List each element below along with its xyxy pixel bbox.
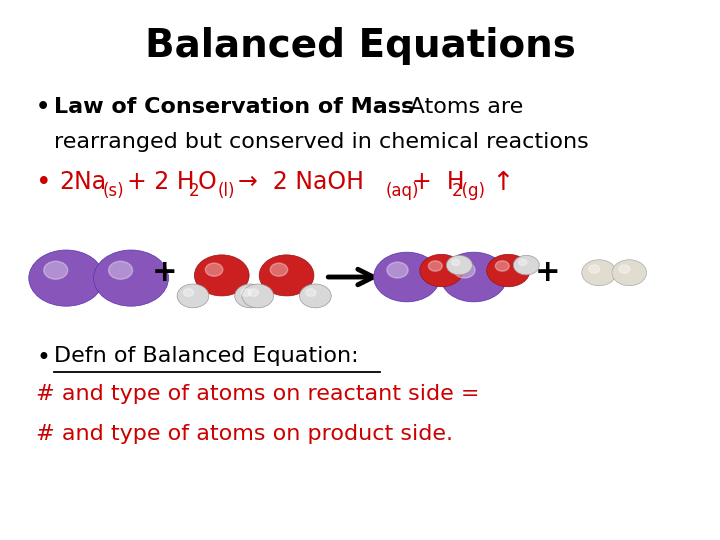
Text: (l): (l) [217, 182, 235, 200]
Text: •: • [36, 346, 50, 369]
Circle shape [387, 262, 408, 278]
Circle shape [194, 255, 249, 296]
Text: 2Na: 2Na [59, 170, 106, 194]
Circle shape [495, 261, 509, 271]
Circle shape [518, 259, 527, 266]
Circle shape [300, 284, 331, 308]
Circle shape [487, 254, 530, 287]
Circle shape [184, 289, 194, 296]
Circle shape [451, 259, 460, 266]
Text: (s): (s) [103, 182, 125, 200]
Circle shape [242, 284, 274, 308]
Text: Balanced Equations: Balanced Equations [145, 27, 575, 65]
Text: ↑: ↑ [484, 170, 514, 196]
Circle shape [270, 263, 288, 276]
Circle shape [248, 289, 258, 296]
Text: (aq): (aq) [385, 182, 419, 200]
Text: # and type of atoms on reactant side =: # and type of atoms on reactant side = [36, 384, 480, 404]
Circle shape [235, 284, 266, 308]
Text: + 2 H: + 2 H [127, 170, 195, 194]
Text: •: • [36, 170, 52, 196]
Circle shape [94, 250, 168, 306]
Circle shape [44, 261, 68, 279]
Circle shape [420, 254, 463, 287]
Circle shape [205, 263, 223, 276]
Text: Defn of Balanced Equation:: Defn of Balanced Equation: [54, 346, 359, 366]
Text: rearranged but conserved in chemical reactions: rearranged but conserved in chemical rea… [54, 132, 589, 152]
Circle shape [589, 265, 600, 273]
Circle shape [446, 255, 472, 275]
Text: •: • [36, 97, 50, 117]
Text: Law of Conservation of Mass: Law of Conservation of Mass [54, 97, 422, 117]
Circle shape [109, 261, 132, 279]
Circle shape [454, 262, 475, 278]
Text: 2(g): 2(g) [451, 182, 485, 200]
Circle shape [306, 289, 316, 296]
Circle shape [29, 250, 104, 306]
Circle shape [582, 260, 616, 286]
Text: # and type of atoms on product side.: # and type of atoms on product side. [36, 424, 453, 444]
Circle shape [513, 255, 539, 275]
Text: -Atoms are: -Atoms are [402, 97, 523, 117]
Circle shape [619, 265, 630, 273]
Circle shape [177, 284, 209, 308]
Text: 2: 2 [189, 182, 199, 200]
Circle shape [612, 260, 647, 286]
Circle shape [441, 252, 507, 302]
Text: +: + [151, 258, 177, 287]
Text: +  H: + H [412, 170, 464, 194]
Text: O: O [198, 170, 217, 194]
Circle shape [374, 252, 440, 302]
Circle shape [428, 261, 442, 271]
Circle shape [241, 289, 251, 296]
Text: →  2 NaOH: → 2 NaOH [238, 170, 364, 194]
Circle shape [259, 255, 314, 296]
Text: +: + [534, 258, 560, 287]
